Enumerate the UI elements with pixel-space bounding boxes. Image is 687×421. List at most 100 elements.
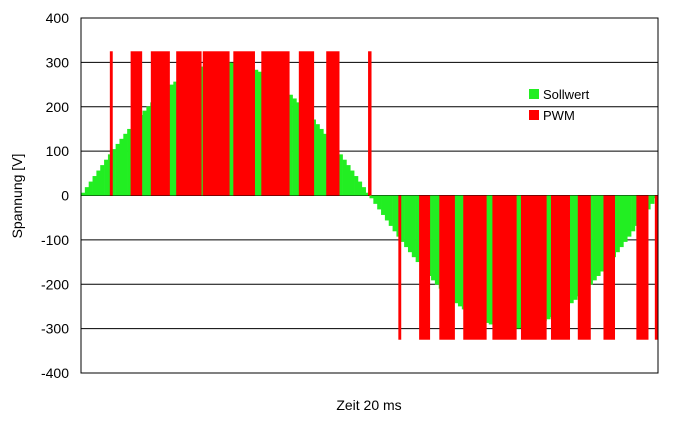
sollwert-bar [384,195,390,221]
sollwert-bar [623,195,628,242]
sollwert-bar [104,159,109,196]
y-tick-label: -400 [41,365,69,381]
sollwert-bar [296,102,301,196]
pwm-pulse [550,195,571,340]
sollwert-bar [646,195,651,210]
pwm-pulse [463,195,487,340]
pwm-pulse [520,195,547,340]
sollwert-bar [354,176,359,196]
sollwert-bar [357,181,363,196]
pwm-pulse [150,51,170,196]
pwm-pulse [654,195,658,340]
sollwert-bar [338,154,343,196]
y-tick-label: 400 [46,10,70,26]
sollwert-bar [231,62,236,196]
y-tick-label: -300 [41,321,69,337]
sollwert-bar [569,195,574,304]
pwm-pulse [368,51,372,196]
sollwert-bar [319,128,324,196]
pwm-pulse [261,51,290,196]
sollwert-bar [488,195,493,325]
y-tick-label: 200 [46,99,70,115]
sollwert-bar [115,143,120,196]
sollwert-bar [84,187,89,196]
plot-border [80,17,659,374]
legend: Sollwert PWM [529,87,590,123]
pwm-pulse [202,51,230,196]
sollwert-bar [411,195,416,258]
sollwert-bar [96,170,101,196]
sollwert-bar [346,165,351,196]
sollwert-bar [377,195,382,210]
sollwert-bar [434,195,440,285]
sollwert-bar [588,195,593,285]
y-tick-label: -100 [41,232,69,248]
sollwert-bar [111,149,116,196]
sollwert-bar [592,195,597,281]
sollwert-bar [415,195,420,263]
pwm-pulse [577,195,591,340]
y-tick-label: 100 [46,143,70,159]
legend-label-sollwert: Sollwert [543,87,590,102]
sollwert-bar [627,195,632,237]
sollwert-bar [546,195,551,320]
sollwert-bar [254,69,259,196]
pwm-pulse [603,195,616,340]
sollwert-bar [292,98,297,196]
sollwert-bar [123,133,128,196]
pwm-pulse [398,195,402,340]
sollwert-bar [631,195,636,232]
sollwert-bar [169,84,174,196]
sollwert-bar [365,192,370,196]
sollwert-bar [173,81,178,196]
pwm-pulse [439,195,455,340]
sollwert-bar [146,106,151,196]
sollwert-bar [81,192,86,196]
sollwert-bar [127,128,132,196]
sollwert-bar [257,71,263,196]
sollwert-bar [404,195,409,248]
sollwert-bar [400,195,405,242]
sollwert-bar [92,176,97,196]
sollwert-bar [457,195,463,307]
sollwert-bar [323,133,328,196]
sollwert-bar [288,94,293,196]
sollwert-bar [407,195,413,253]
pwm-pulse [492,195,517,340]
sollwert-bar [650,195,655,204]
legend-swatch-sollwert [529,89,539,99]
pwm-pulse [298,51,315,196]
sollwert-bar [373,195,378,204]
y-tick-label: 0 [61,188,69,204]
sollwert-bar [350,170,355,196]
pwm-series [109,51,658,340]
sollwert-bar [615,195,620,253]
sollwert-bar [100,165,105,196]
pwm-pulse [176,51,202,196]
sollwert-bar [388,195,393,226]
sollwert-bar [142,110,147,196]
sollwert-bar [381,195,386,215]
sollwert-bar [119,138,124,196]
pwm-pulse [636,195,649,340]
sollwert-bar [431,195,436,281]
sollwert-bar [454,195,459,304]
x-axis-label: Zeit 20 ms [336,397,401,413]
sollwert-bar [515,195,520,329]
sollwert-bar [596,195,601,276]
sollwert-bar [600,195,605,272]
y-tick-label: -200 [41,276,69,292]
pwm-pulse [233,51,255,196]
sollwert-bar [392,195,397,232]
sollwert-bar [369,195,374,199]
pwm-pulse [130,51,143,196]
sollwert-bar [361,187,366,196]
sollwert-bar [484,195,490,323]
legend-label-pwm: PWM [543,108,575,123]
legend-swatch-pwm [529,110,539,120]
y-tick-label: 300 [46,54,70,70]
pwm-pulse [419,195,431,340]
sollwert-bar [200,66,205,196]
pwm-pulse [109,51,113,196]
